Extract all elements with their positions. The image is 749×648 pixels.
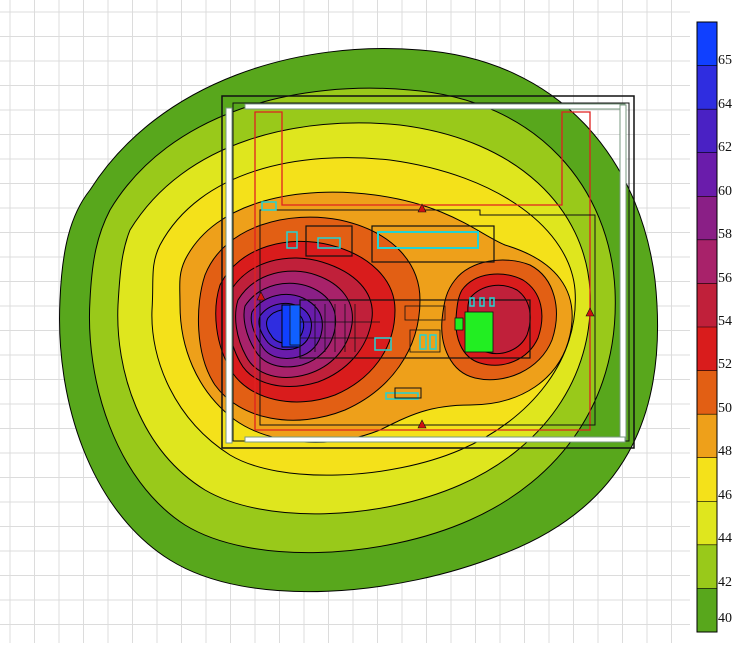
site-boundary-outer [221, 95, 635, 449]
equipment-block-a [305, 225, 353, 257]
perimeter-wall-right [619, 104, 627, 441]
marker-top [417, 203, 427, 213]
legend-swatch-44 [697, 501, 717, 546]
legend-frame [696, 21, 718, 633]
legend-swatch-50 [697, 370, 717, 415]
legend-swatch-56 [697, 239, 717, 284]
legend-swatch-60 [697, 152, 717, 197]
legend-swatch-62 [697, 109, 717, 154]
perimeter-wall-top [244, 103, 626, 110]
legend-swatch-58 [697, 196, 717, 241]
color-legend [696, 21, 718, 633]
equipment-small-topleft [261, 201, 277, 211]
legend-swatch-40 [697, 588, 717, 633]
green-source-a [464, 311, 494, 353]
site-plan [221, 95, 635, 449]
blue-source [289, 304, 301, 346]
equipment-block-a-hl [317, 237, 341, 249]
marker-right [585, 307, 595, 317]
perimeter-wall-left [225, 107, 233, 444]
green-source-details [374, 297, 495, 400]
property-line [254, 111, 591, 431]
receiver-markers [256, 203, 595, 429]
equipment-row-details [300, 304, 446, 353]
legend-color-bar [697, 22, 717, 633]
building-outline [259, 209, 596, 426]
marker-bottom [417, 419, 427, 429]
legend-swatch-64 [697, 65, 717, 110]
legend-swatch-46 [697, 457, 717, 502]
legend-swatch-42 [697, 544, 717, 589]
equipment-block-b [371, 225, 495, 263]
legend-swatch-54 [697, 283, 717, 328]
green-source-b [454, 317, 464, 331]
equipment-bottom [394, 387, 422, 399]
perimeter-wall-bottom [244, 436, 626, 443]
contour-bands [59, 48, 659, 593]
equipment-block-b-hl [377, 231, 479, 249]
legend-swatch-48 [697, 414, 717, 459]
legend-swatch-65 [697, 22, 717, 67]
equipment-small-left [286, 231, 298, 249]
legend-swatch-52 [697, 327, 717, 372]
marker-left [256, 291, 266, 301]
